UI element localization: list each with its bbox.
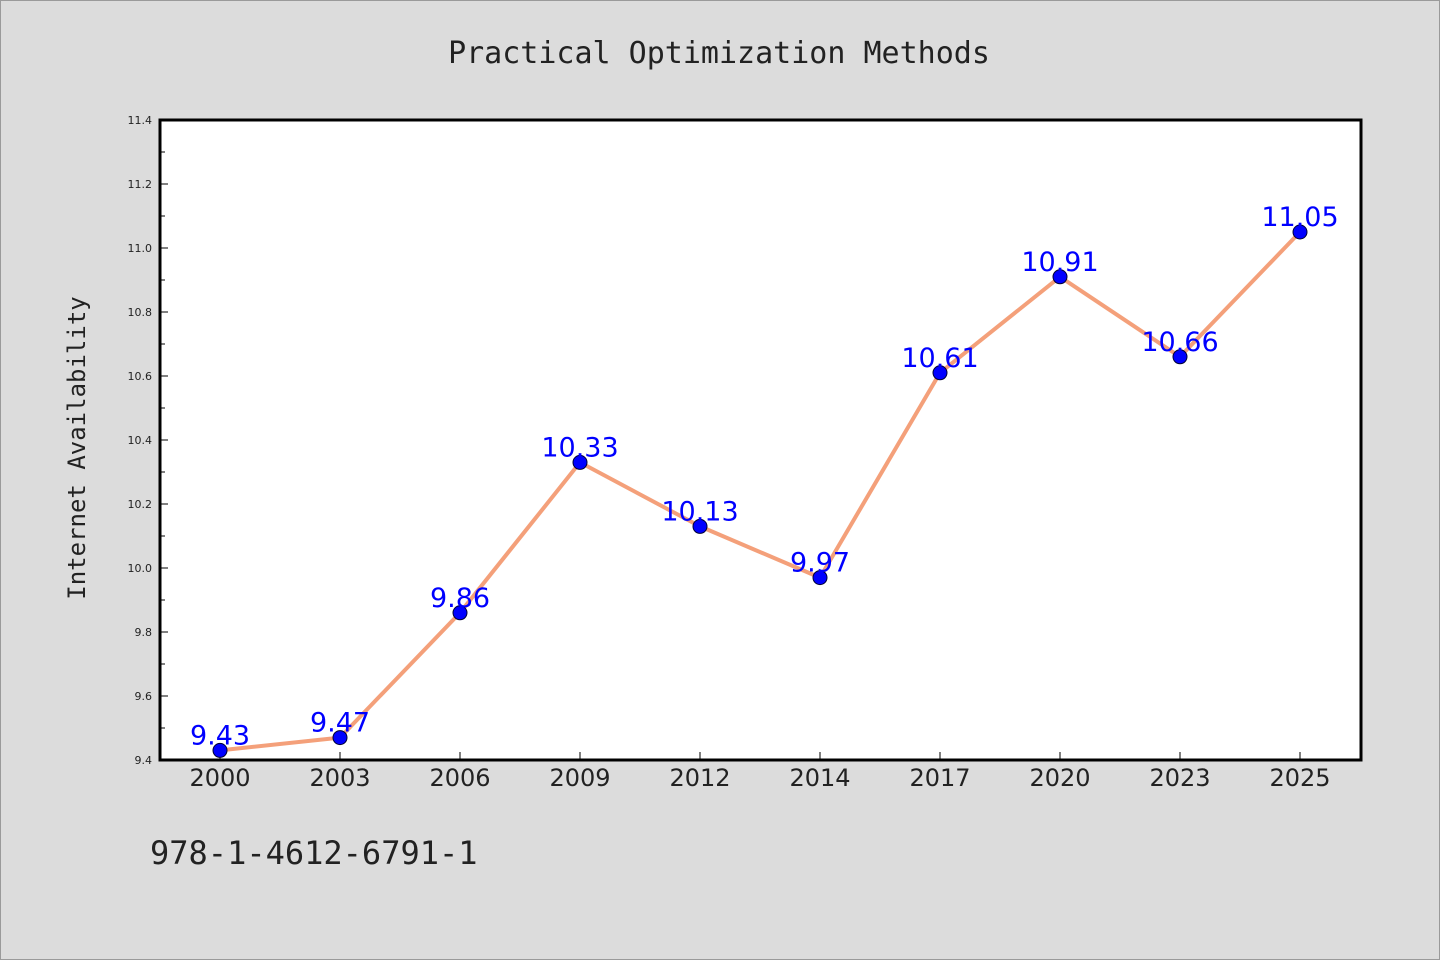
y-tick-label: 10.8 xyxy=(128,306,153,319)
data-label: 11.05 xyxy=(1261,202,1338,233)
y-axis-label: Internet Availability xyxy=(63,296,91,599)
x-axis: 2000 2003 2006 2009 2012 2014 2017 2020 2023 2025 xyxy=(189,752,1331,792)
x-tick-label: 2020 xyxy=(1029,764,1090,792)
x-tick-label: 2009 xyxy=(549,764,610,792)
data-point xyxy=(932,365,948,381)
data-label: 9.47 xyxy=(310,708,370,739)
data-label: 10.13 xyxy=(661,496,738,527)
data-label: 9.97 xyxy=(790,548,850,579)
data-label: 10.61 xyxy=(901,343,978,374)
y-tick-label: 11.4 xyxy=(128,114,153,127)
x-tick-label: 2025 xyxy=(1269,764,1330,792)
data-point xyxy=(332,730,348,746)
data-point xyxy=(1052,269,1068,285)
data-label: 10.91 xyxy=(1021,247,1098,278)
series-line xyxy=(218,230,1302,753)
y-tick-label: 10.0 xyxy=(128,562,153,575)
data-point xyxy=(812,570,828,586)
y-tick-label: 10.4 xyxy=(128,434,153,447)
y-tick-label: 10.2 xyxy=(128,498,153,511)
footer-isbn: 978-1-4612-6791-1 xyxy=(150,834,478,872)
x-tick-label: 2006 xyxy=(429,764,490,792)
x-tick-label: 2000 xyxy=(189,764,250,792)
data-point xyxy=(1292,224,1308,240)
x-tick-label: 2017 xyxy=(909,764,970,792)
x-tick-label: 2012 xyxy=(669,764,730,792)
y-tick-label: 9.6 xyxy=(135,690,153,703)
data-label: 9.43 xyxy=(190,720,250,751)
data-point xyxy=(692,518,708,534)
data-point xyxy=(1172,349,1188,365)
y-tick-label: 11.0 xyxy=(128,242,153,255)
data-label: 10.33 xyxy=(541,432,618,463)
data-label: 9.86 xyxy=(430,583,490,614)
data-point xyxy=(572,454,588,470)
data-label: 10.66 xyxy=(1141,327,1218,358)
data-point xyxy=(212,742,228,758)
plot-area xyxy=(158,118,1363,762)
x-tick-label: 2014 xyxy=(789,764,850,792)
y-axis: 9.4 9.6 9.8 10.0 10.2 10.4 10.6 10.8 11.0 11.2 11.… xyxy=(128,114,168,767)
y-tick-label: 10.6 xyxy=(128,370,153,383)
y-tick-label: 9.8 xyxy=(135,626,153,639)
series-group: 9.43 9.47 9.86 10.33 10.13 9.97 10.61 10.91 10.6… xyxy=(190,202,1339,758)
data-point xyxy=(452,605,468,621)
x-tick-label: 2023 xyxy=(1149,764,1210,792)
y-tick-label: 11.2 xyxy=(128,178,153,191)
y-tick-label: 9.4 xyxy=(135,754,153,767)
chart-title: Practical Optimization Methods xyxy=(448,36,990,71)
x-tick-label: 2003 xyxy=(309,764,370,792)
